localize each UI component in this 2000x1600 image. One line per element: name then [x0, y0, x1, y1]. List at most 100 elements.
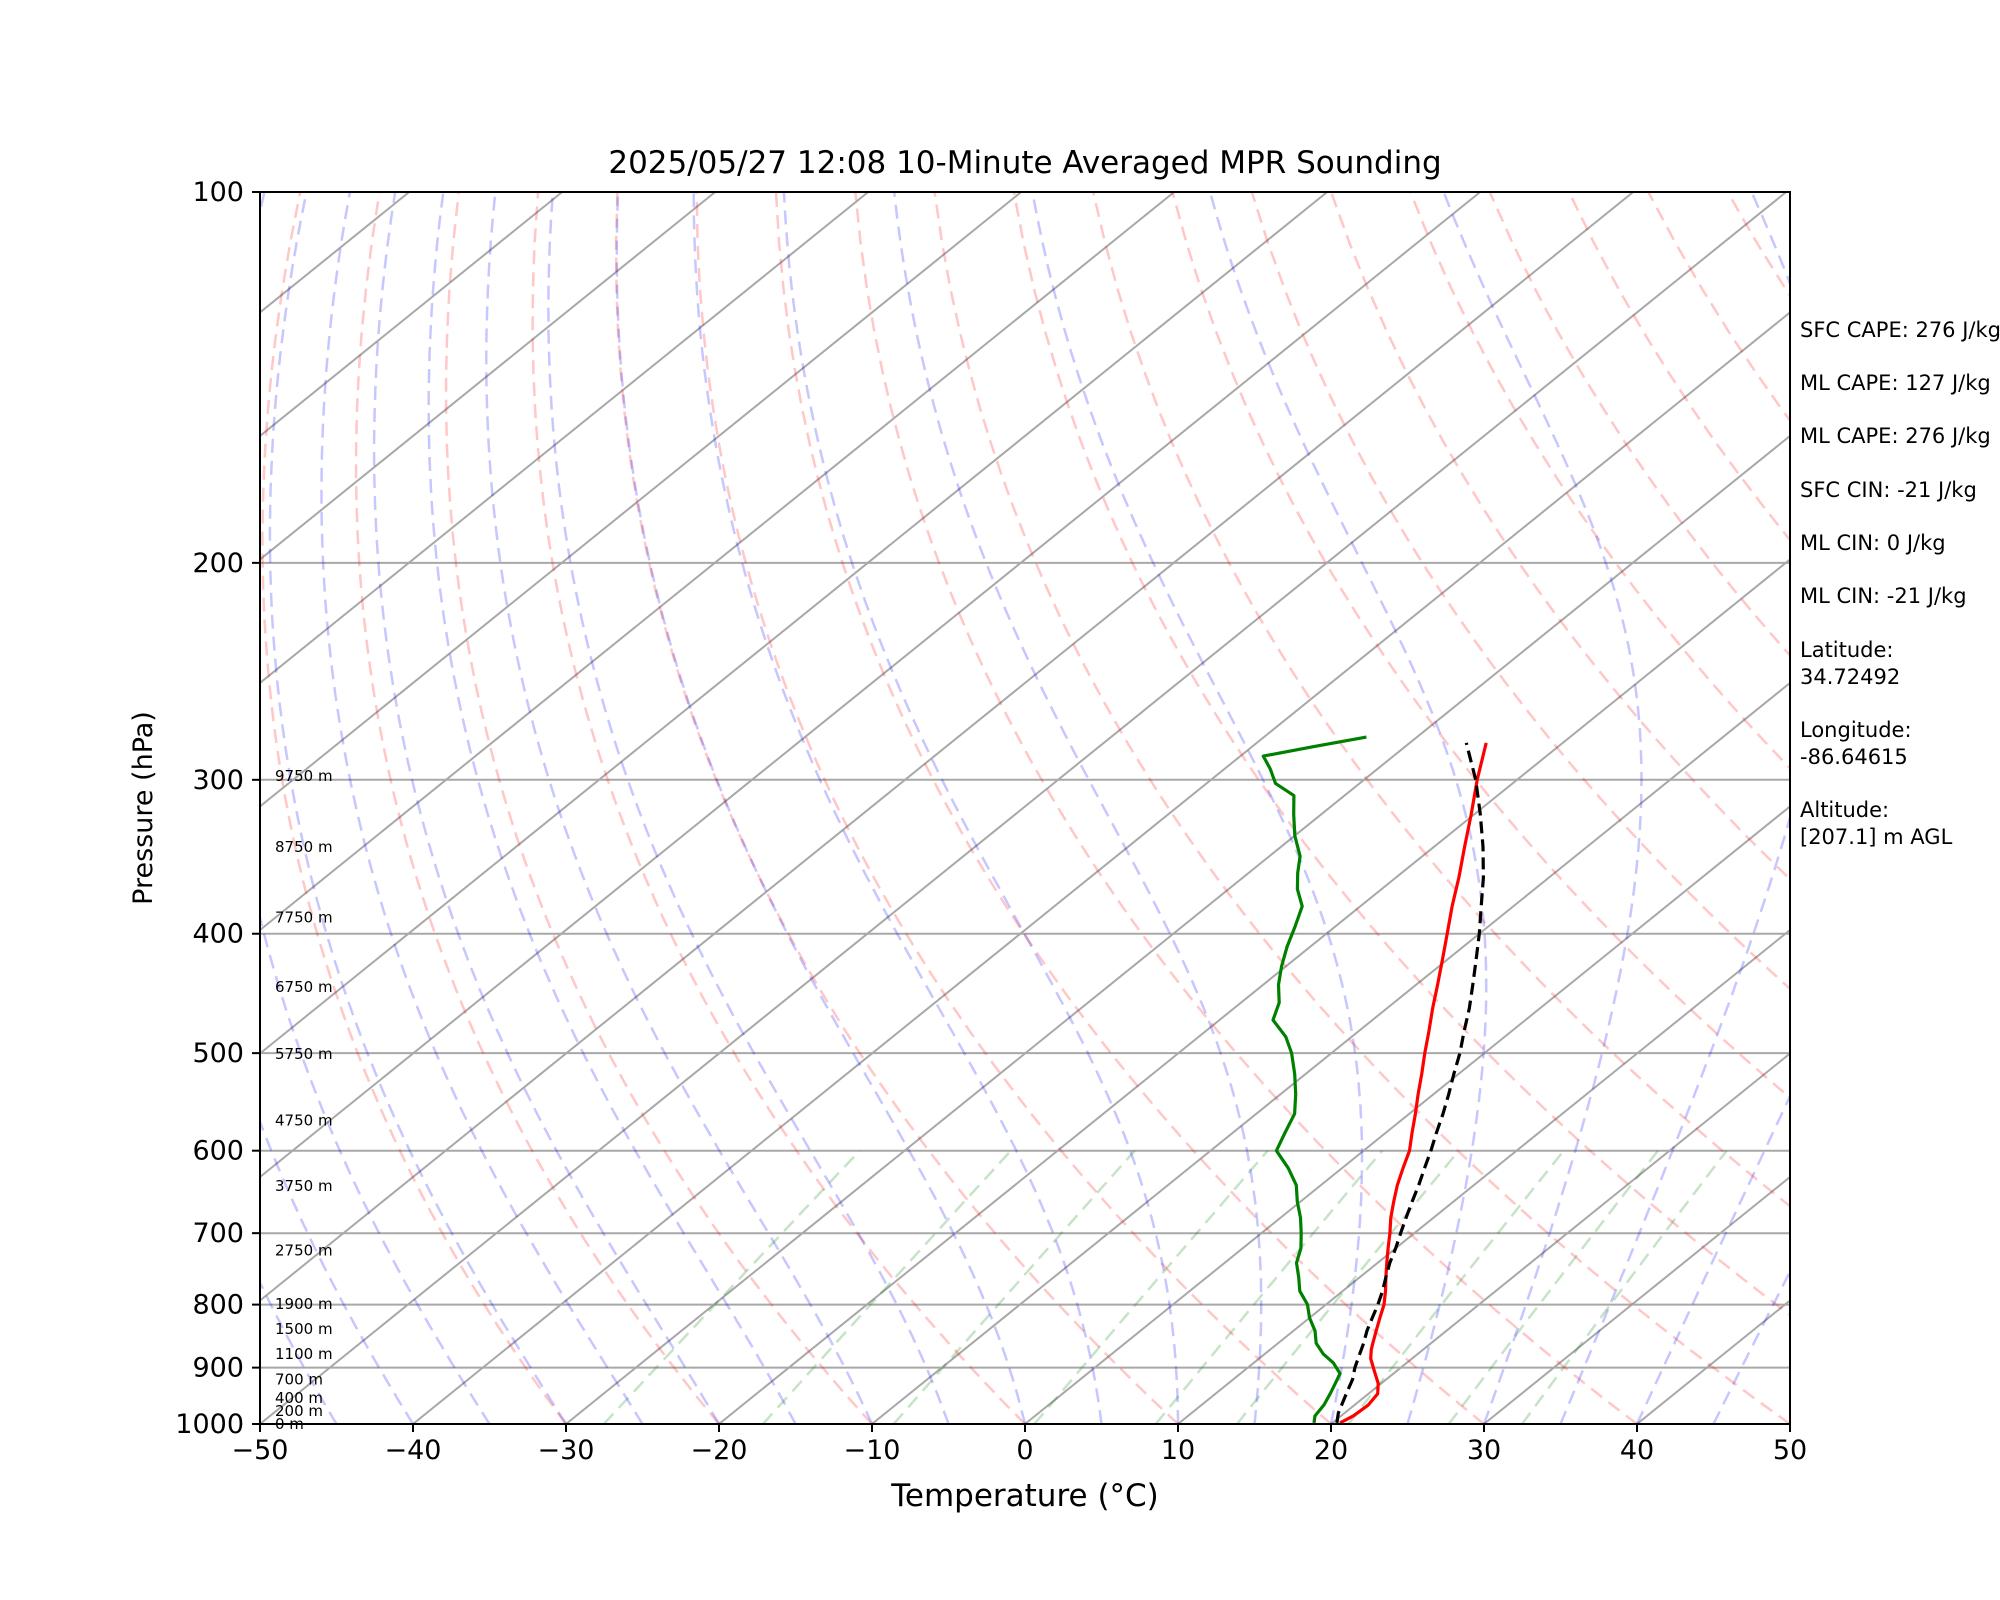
- x-tick-label: 20: [1314, 1435, 1348, 1466]
- stat-ml-cin-2: ML CIN: -21 J/kg: [1800, 584, 1967, 608]
- moist-adiabat-line: [1712, 1268, 1790, 1424]
- dewpoint-trace: [1261, 735, 1367, 1424]
- moist-adiabat-line: [260, 1118, 415, 1424]
- isotherm-line: [1024, 805, 1790, 1424]
- mixing-ratio-lines: [602, 1149, 1728, 1424]
- isotherm-line: [260, 192, 1634, 1302]
- height-label: 3750 m: [275, 1177, 333, 1195]
- y-axis-label: Pressure (hPa): [128, 711, 159, 905]
- moist-adiabat-line: [1031, 192, 1364, 1424]
- dry-adiabat-lines: [261, 192, 1790, 1424]
- y-tick-label: 400: [192, 919, 244, 950]
- moist-adiabat-line: [372, 192, 721, 1424]
- mixing-ratio-line: [1033, 1149, 1269, 1424]
- moist-adiabat-line: [1635, 1093, 1790, 1424]
- moist-adiabat-line: [1559, 192, 1790, 1424]
- dry-adiabat-line: [933, 192, 1790, 1424]
- stat-ml-cape-1: ML CAPE: 127 J/kg: [1800, 371, 1991, 395]
- x-tick-label: −20: [691, 1435, 748, 1466]
- stat-ml-cin-1: ML CIN: 0 J/kg: [1800, 531, 1946, 555]
- height-label: 7750 m: [275, 908, 333, 926]
- height-label: 9750 m: [275, 767, 333, 785]
- mixing-ratio-line: [1521, 1149, 1728, 1424]
- isotherm-line: [718, 558, 1790, 1424]
- x-tick-label: −50: [232, 1435, 289, 1466]
- y-tick-label: 800: [192, 1290, 244, 1321]
- x-tick-label: 0: [1016, 1435, 1033, 1466]
- moist-adiabat-line: [485, 192, 874, 1424]
- dry-adiabat-line: [531, 192, 1026, 1424]
- height-label: 6750 m: [275, 978, 333, 996]
- isotherm-line: [260, 192, 869, 685]
- longitude-value: -86.64615: [1800, 745, 1908, 769]
- y-tick-label: 900: [192, 1353, 244, 1384]
- dry-adiabat-line: [354, 192, 720, 1424]
- mixing-ratio-line: [1154, 1149, 1384, 1424]
- isotherm-line: [260, 192, 1481, 1179]
- isotherm-line: [1177, 928, 1790, 1424]
- moist-adiabat-line: [615, 192, 1027, 1424]
- height-label: 0 m: [275, 1415, 304, 1433]
- y-tick-label: 500: [192, 1038, 244, 1069]
- y-tick-label: 600: [192, 1136, 244, 1167]
- stat-sfc-cape: SFC CAPE: 276 J/kg: [1800, 318, 2000, 342]
- isotherm-line: [260, 192, 1022, 808]
- moist-adiabat-line: [260, 192, 491, 1424]
- isotherm-line: [260, 192, 716, 561]
- height-label: 8750 m: [275, 838, 333, 856]
- x-tick-label: 10: [1161, 1435, 1195, 1466]
- x-axis-ticks: −50 −40 −30 −20 −10 0 10 20 30 40 50: [232, 1424, 1807, 1466]
- isotherm-line: [1483, 1175, 1790, 1424]
- dry-adiabat-line: [695, 192, 1332, 1424]
- mixing-ratio-line: [892, 1149, 1136, 1424]
- dry-adiabat-line: [1012, 192, 1790, 1317]
- mixing-ratio-line: [602, 1149, 861, 1424]
- x-tick-label: 50: [1773, 1435, 1807, 1466]
- moist-adiabat-line: [268, 192, 568, 1424]
- dry-adiabat-line: [444, 192, 873, 1424]
- height-label: 4750 m: [275, 1111, 333, 1129]
- moist-adiabat-line: [547, 192, 950, 1424]
- x-axis-label: Temperature (°C): [890, 1478, 1159, 1514]
- height-label: 5750 m: [275, 1045, 333, 1063]
- stat-ml-cape-2: ML CAPE: 276 J/kg: [1800, 424, 1991, 448]
- isotherm-line: [260, 192, 563, 438]
- x-tick-label: −30: [538, 1435, 595, 1466]
- latitude-label: Latitude:: [1800, 638, 1894, 662]
- x-tick-label: −40: [385, 1435, 442, 1466]
- height-label: 200 m: [275, 1402, 323, 1420]
- y-tick-label: 100: [192, 177, 244, 208]
- dry-adiabat-line: [1250, 192, 1790, 991]
- height-label: 1900 m: [275, 1295, 333, 1313]
- isotherm-line: [260, 192, 1328, 1055]
- dry-adiabat-line: [1091, 192, 1790, 1208]
- moist-adiabat-line: [427, 192, 797, 1424]
- moist-adiabat-line: [1442, 192, 1643, 1424]
- y-tick-label: 700: [192, 1218, 244, 1249]
- chart-title: 2025/05/27 12:08 10-Minute Averaged MPR …: [608, 145, 1441, 181]
- stat-sfc-cin: SFC CIN: -21 J/kg: [1800, 478, 1977, 502]
- isotherm-line: [260, 192, 1175, 932]
- y-tick-label: 300: [192, 765, 244, 796]
- isotherm-line: [871, 681, 1790, 1424]
- isotherm-lines: [260, 192, 1790, 1424]
- y-tick-label: 1000: [175, 1409, 244, 1440]
- y-axis-ticks: 100 200 300 400 500 600 700 800 900 1000: [175, 177, 260, 1440]
- isotherm-line: [260, 192, 1787, 1424]
- longitude-label: Longitude:: [1800, 718, 1912, 742]
- parcel-profile-trace: [1335, 742, 1485, 1424]
- dry-adiabat-line: [854, 192, 1638, 1424]
- mixing-ratio-line: [1236, 1149, 1460, 1424]
- dry-adiabat-line: [774, 192, 1485, 1424]
- x-tick-label: 30: [1467, 1435, 1501, 1466]
- y-tick-label: 200: [192, 548, 244, 579]
- height-label: 400 m: [275, 1389, 323, 1407]
- dry-adiabat-line: [1171, 192, 1790, 1100]
- moist-adiabat-line: [692, 192, 1103, 1424]
- isotherm-line: [412, 311, 1790, 1424]
- moist-adiabat-lines: [260, 192, 1790, 1424]
- latitude-value: 34.72492: [1800, 665, 1900, 689]
- height-label: 2750 m: [275, 1242, 333, 1260]
- height-label: 1500 m: [275, 1320, 333, 1338]
